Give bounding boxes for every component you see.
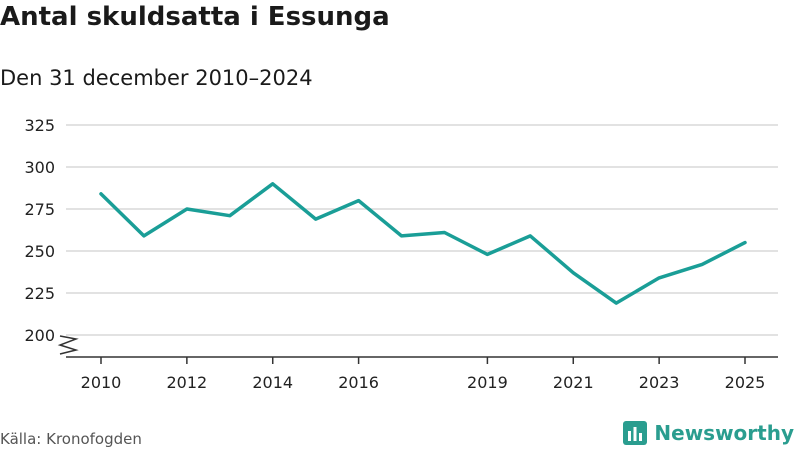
y-tick-label: 275 (24, 200, 55, 219)
y-tick-label: 200 (24, 326, 55, 345)
x-tick-label: 2016 (338, 373, 379, 392)
x-tick-label: 2021 (553, 373, 594, 392)
x-tick-label: 2010 (81, 373, 122, 392)
x-tick-label: 2012 (167, 373, 208, 392)
y-tick-label: 225 (24, 284, 55, 303)
x-tick-label: 2025 (725, 373, 766, 392)
x-tick-label: 2019 (467, 373, 508, 392)
x-axis-ticks: 2010 2012 2014 2016 2019 2021 2023 2025 (81, 357, 766, 392)
x-tick-label: 2014 (252, 373, 293, 392)
chart-subtitle: Den 31 december 2010–2024 (0, 66, 313, 90)
y-tick-label: 250 (24, 242, 55, 261)
series-line-essunga (99, 182, 747, 305)
y-axis-ticks: 200 225 250 275 300 325 (24, 116, 55, 345)
y-tick-label: 300 (24, 158, 55, 177)
brand-name: Newsworthy (654, 421, 794, 445)
newsworthy-logo: Newsworthy (622, 420, 794, 446)
x-tick-label: 2023 (639, 373, 680, 392)
bar-chart-icon (623, 421, 648, 445)
y-tick-label: 325 (24, 116, 55, 135)
axis-break-icon (57, 335, 79, 355)
source-note: Källa: Kronofogden (0, 430, 142, 448)
chart-title: Antal skuldsatta i Essunga (0, 2, 390, 32)
gridlines (66, 124, 778, 336)
